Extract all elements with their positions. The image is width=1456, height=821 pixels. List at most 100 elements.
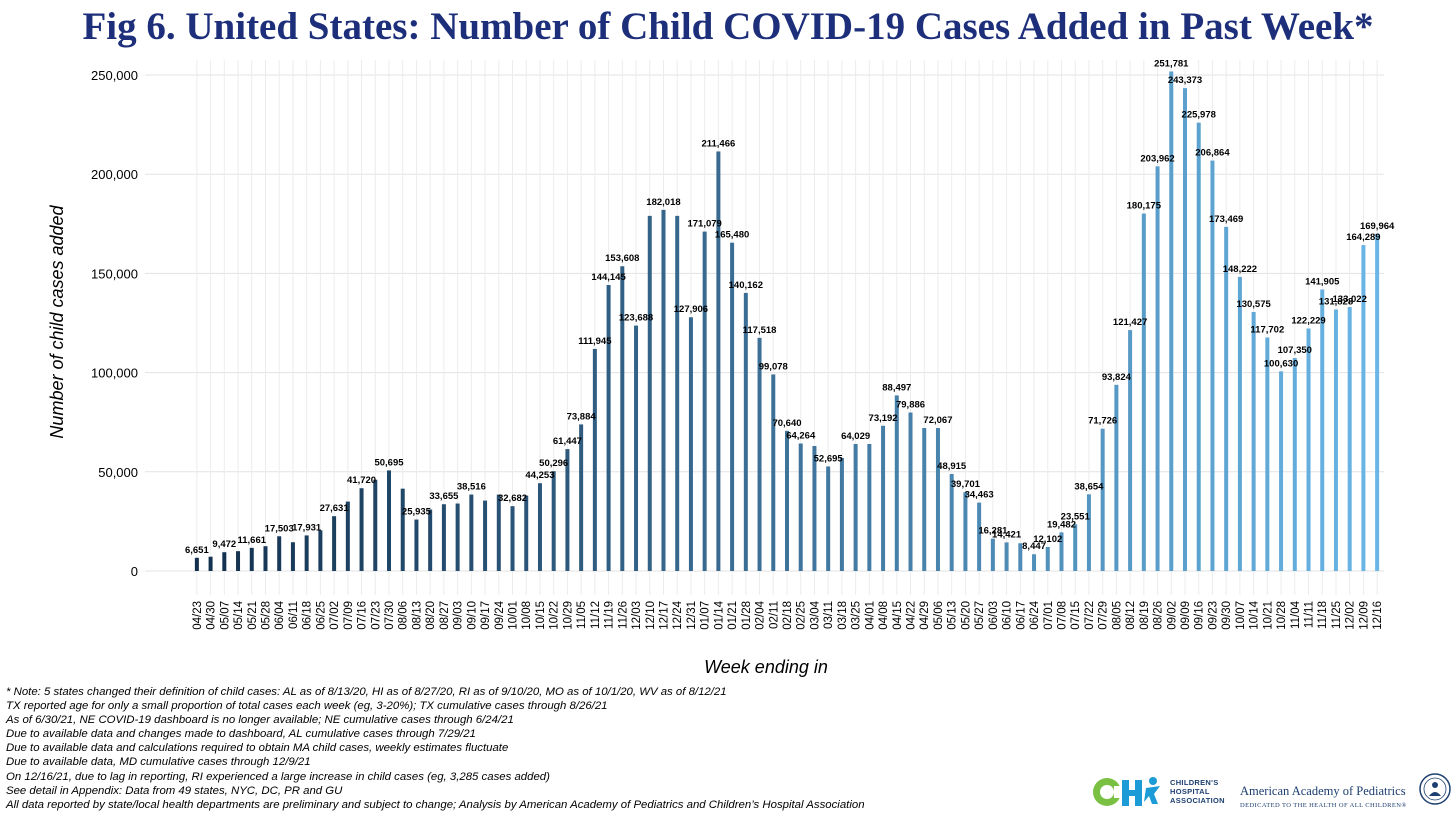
x-tick-label: 04/22 bbox=[906, 601, 918, 630]
bar bbox=[469, 494, 474, 571]
x-tick-label: 01/28 bbox=[741, 601, 753, 630]
x-tick-label: 11/18 bbox=[1317, 601, 1329, 629]
data-label: 50,296 bbox=[539, 458, 568, 469]
bar bbox=[400, 488, 405, 571]
x-tick-label: 06/03 bbox=[988, 601, 1000, 630]
bar bbox=[524, 495, 529, 571]
bar bbox=[730, 242, 735, 571]
x-tick-label: 08/26 bbox=[1153, 601, 1165, 630]
x-tick-label: 09/17 bbox=[480, 601, 492, 630]
data-label: 117,702 bbox=[1250, 324, 1284, 335]
data-label: 211,466 bbox=[701, 138, 735, 149]
data-label: 127,906 bbox=[674, 304, 708, 315]
x-tick-label: 07/16 bbox=[357, 601, 369, 630]
bar bbox=[537, 483, 542, 571]
x-tick-label: 06/25 bbox=[315, 601, 327, 630]
bar bbox=[1045, 546, 1050, 571]
bar bbox=[606, 285, 611, 571]
aap-seal-icon bbox=[1419, 773, 1451, 805]
bar bbox=[208, 556, 213, 571]
data-label: 9,472 bbox=[212, 539, 236, 550]
x-tick-label: 09/10 bbox=[466, 601, 478, 630]
data-label: 243,373 bbox=[1168, 75, 1202, 86]
footnote: On 12/16/21, due to lag in reporting, RI… bbox=[6, 770, 550, 783]
bar bbox=[688, 317, 693, 571]
data-label: 32,682 bbox=[498, 493, 527, 504]
y-tick-label: 150,000 bbox=[91, 266, 138, 281]
bar bbox=[620, 266, 625, 571]
y-tick-label: 0 bbox=[131, 564, 138, 579]
footnote: Due to available data and changes made t… bbox=[6, 728, 476, 741]
bar bbox=[812, 446, 817, 571]
x-tick-label: 08/05 bbox=[1111, 601, 1123, 630]
bar bbox=[1018, 543, 1023, 571]
bar bbox=[236, 551, 241, 571]
x-tick-label: 12/09 bbox=[1358, 601, 1370, 630]
bar bbox=[922, 428, 927, 571]
footnote: All data reported by state/local health … bbox=[6, 798, 865, 811]
bar bbox=[1210, 160, 1215, 571]
bar bbox=[428, 509, 433, 571]
bar bbox=[1292, 358, 1297, 571]
x-tick-label: 11/25 bbox=[1331, 601, 1343, 629]
cha-logo-line: CHILDREN'S bbox=[1170, 778, 1219, 787]
data-label: 33,655 bbox=[429, 491, 459, 502]
data-label: 182,018 bbox=[646, 197, 680, 208]
x-tick-label: 02/25 bbox=[796, 601, 808, 630]
x-tick-label: 10/21 bbox=[1262, 601, 1274, 630]
x-tick-label: 05/21 bbox=[247, 601, 259, 630]
bar bbox=[318, 530, 323, 571]
data-label: 203,962 bbox=[1140, 153, 1174, 164]
bar bbox=[1032, 554, 1037, 571]
x-tick-label: 05/14 bbox=[233, 600, 245, 629]
x-tick-label: 12/16 bbox=[1372, 601, 1384, 630]
x-tick-label: 09/16 bbox=[1194, 601, 1206, 630]
x-tick-label: 07/30 bbox=[384, 601, 396, 630]
x-tick-label: 03/25 bbox=[851, 601, 863, 630]
bar bbox=[647, 215, 652, 571]
x-tick-label: 07/22 bbox=[1084, 601, 1096, 630]
x-tick-label: 04/29 bbox=[919, 601, 931, 630]
cha-mark-icon bbox=[1093, 777, 1160, 806]
data-label: 164,289 bbox=[1346, 232, 1380, 243]
aap-tagline: DEDICATED TO THE HEALTH OF ALL CHILDREN® bbox=[1240, 802, 1407, 809]
data-label: 6,651 bbox=[185, 545, 209, 556]
bar bbox=[977, 502, 982, 571]
bar bbox=[757, 337, 762, 571]
x-tick-label: 11/05 bbox=[576, 601, 588, 629]
bar bbox=[263, 546, 268, 571]
data-label: 27,631 bbox=[320, 503, 350, 514]
y-axis: 0 50,000 100,000 150,000 200,000 250,000 bbox=[91, 68, 138, 579]
data-label: 16,281 bbox=[978, 526, 1008, 537]
x-tick-label: 04/08 bbox=[878, 601, 890, 630]
data-label: 88,497 bbox=[882, 382, 911, 393]
x-tick-label: 06/11 bbox=[288, 601, 300, 629]
bar bbox=[455, 503, 460, 571]
x-tick-label: 05/27 bbox=[974, 601, 986, 630]
data-label: 11,661 bbox=[237, 535, 266, 546]
bar bbox=[1224, 226, 1229, 571]
data-label: 38,516 bbox=[457, 482, 486, 493]
x-tick-label: 12/03 bbox=[631, 601, 643, 630]
x-tick-label: 10/01 bbox=[508, 601, 520, 630]
y-axis-title: Number of child cases added bbox=[47, 204, 67, 438]
chart-title: Fig 6. United States: Number of Child CO… bbox=[82, 5, 1374, 48]
data-label: 131,828 bbox=[1319, 296, 1353, 307]
data-label: 73,884 bbox=[567, 411, 597, 422]
x-tick-label: 08/27 bbox=[439, 601, 451, 630]
bar bbox=[881, 425, 886, 571]
x-tick-label: 12/02 bbox=[1345, 601, 1357, 630]
x-tick-label: 01/21 bbox=[727, 601, 739, 630]
x-tick-label: 12/17 bbox=[658, 601, 670, 630]
bar bbox=[894, 395, 899, 571]
x-tick-label: 04/30 bbox=[206, 601, 218, 630]
data-label: 8,447 bbox=[1022, 541, 1046, 552]
bar bbox=[359, 488, 364, 571]
bar bbox=[1306, 328, 1311, 571]
bar bbox=[990, 538, 995, 571]
bar bbox=[290, 542, 295, 571]
bar bbox=[1196, 122, 1201, 572]
bar bbox=[908, 412, 913, 571]
bar bbox=[1100, 428, 1105, 571]
data-label: 140,162 bbox=[729, 280, 763, 291]
